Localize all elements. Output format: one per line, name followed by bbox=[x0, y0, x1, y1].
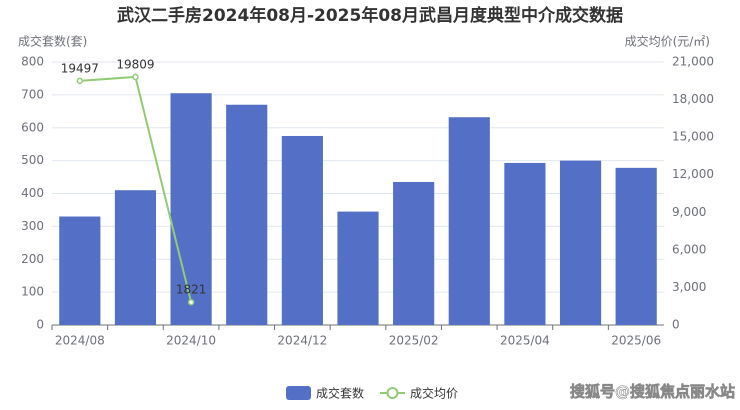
y-tick-label: 300 bbox=[21, 219, 44, 233]
bar bbox=[337, 211, 379, 325]
x-tick-label: 2024/12 bbox=[277, 334, 327, 348]
y2-tick-label: 12,000 bbox=[672, 167, 714, 181]
y-tick-label: 100 bbox=[21, 285, 44, 299]
legend-label: 成交套数 bbox=[316, 386, 364, 401]
x-tick-label: 2025/04 bbox=[500, 334, 550, 348]
bar bbox=[504, 162, 546, 325]
legend-icon bbox=[386, 387, 399, 399]
chart-title: 武汉二手房2024年08月-2025年08月武昌月度典型中介成交数据 bbox=[117, 5, 623, 26]
bar bbox=[226, 104, 268, 325]
y2-tick-label: 18,000 bbox=[672, 92, 714, 106]
y-tick-label: 600 bbox=[21, 120, 44, 134]
bar bbox=[448, 117, 490, 325]
y2-tick-label: 0 bbox=[672, 318, 680, 332]
y-axis-title: 成交套数(套) bbox=[18, 34, 87, 49]
y2-tick-label: 9,000 bbox=[672, 205, 706, 219]
bar bbox=[59, 216, 101, 325]
x-tick-label: 2024/10 bbox=[166, 334, 216, 348]
bar bbox=[114, 190, 157, 325]
x-tick-label: 2025/02 bbox=[389, 334, 439, 348]
y-tick-label: 200 bbox=[21, 252, 44, 266]
data-label: 19497 bbox=[61, 61, 99, 75]
bar bbox=[559, 160, 602, 325]
bar bbox=[170, 93, 212, 325]
line-point bbox=[132, 73, 139, 81]
y2-axis-title: 成交均价(元/㎡) bbox=[625, 34, 710, 49]
y-tick-label: 800 bbox=[21, 55, 44, 69]
line-point bbox=[76, 77, 84, 85]
y-tick-label: 700 bbox=[21, 87, 44, 101]
line-point bbox=[187, 298, 195, 306]
y2-tick-label: 15,000 bbox=[672, 130, 714, 144]
data-label: 1821 bbox=[176, 283, 207, 297]
y2-tick-label: 3,000 bbox=[672, 280, 706, 294]
y2-tick-label: 21,000 bbox=[672, 55, 714, 69]
legend-label: 成交均价 bbox=[410, 386, 458, 401]
watermark: 搜狐号@搜狐焦点丽水站 bbox=[570, 383, 735, 401]
bar bbox=[393, 181, 435, 325]
bar bbox=[615, 167, 657, 325]
bar bbox=[281, 135, 323, 325]
y-tick-label: 0 bbox=[36, 318, 44, 332]
y-tick-label: 500 bbox=[21, 153, 44, 167]
x-tick-label: 2025/06 bbox=[611, 334, 661, 348]
legend-icon bbox=[286, 386, 311, 400]
y2-tick-label: 6,000 bbox=[672, 242, 706, 256]
y-tick-label: 400 bbox=[21, 186, 44, 200]
x-tick-label: 2024/08 bbox=[55, 334, 105, 348]
data-label: 19809 bbox=[116, 57, 154, 71]
